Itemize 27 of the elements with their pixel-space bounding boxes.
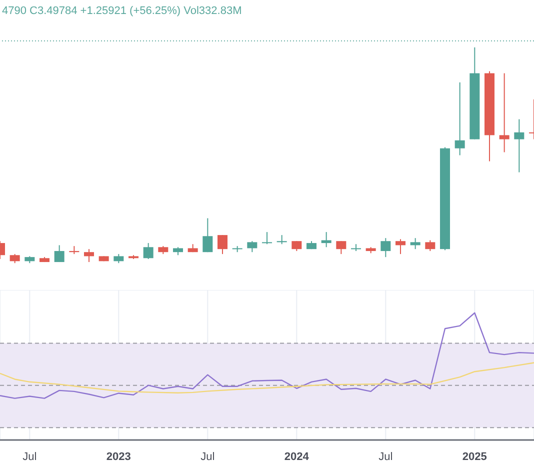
candlestick: [291, 240, 302, 252]
candlestick: [217, 234, 228, 255]
x-tick-label: 2025: [462, 451, 487, 462]
candlestick: [276, 234, 286, 245]
candlestick: [395, 238, 406, 255]
x-tick-label: 2024: [284, 451, 310, 462]
candlestick: [142, 242, 153, 260]
candlestick: [84, 248, 94, 263]
x-tick-label: Jul: [22, 451, 37, 462]
candlestick: [424, 240, 435, 252]
candlestick: [410, 238, 420, 250]
chart-title: 4790 C3.49784 +1.25921 (+56.25%) Vol332.83M: [2, 5, 242, 17]
candlestick: [54, 244, 64, 263]
candlestick: [246, 240, 257, 253]
candlestick: [454, 82, 464, 156]
candlestick: [336, 240, 346, 255]
candlestick: [498, 72, 509, 153]
x-tick-label: 2023: [106, 451, 131, 462]
candlestick: [514, 118, 524, 173]
x-tick-label: Jul: [200, 451, 215, 462]
candlestick: [113, 254, 124, 264]
x-tick-label: Jul: [378, 451, 393, 462]
candlestick: [9, 254, 20, 264]
candlestick: [380, 238, 390, 258]
candlestick: [202, 218, 212, 253]
candlestick: [320, 232, 331, 248]
candlestick: [262, 232, 272, 245]
